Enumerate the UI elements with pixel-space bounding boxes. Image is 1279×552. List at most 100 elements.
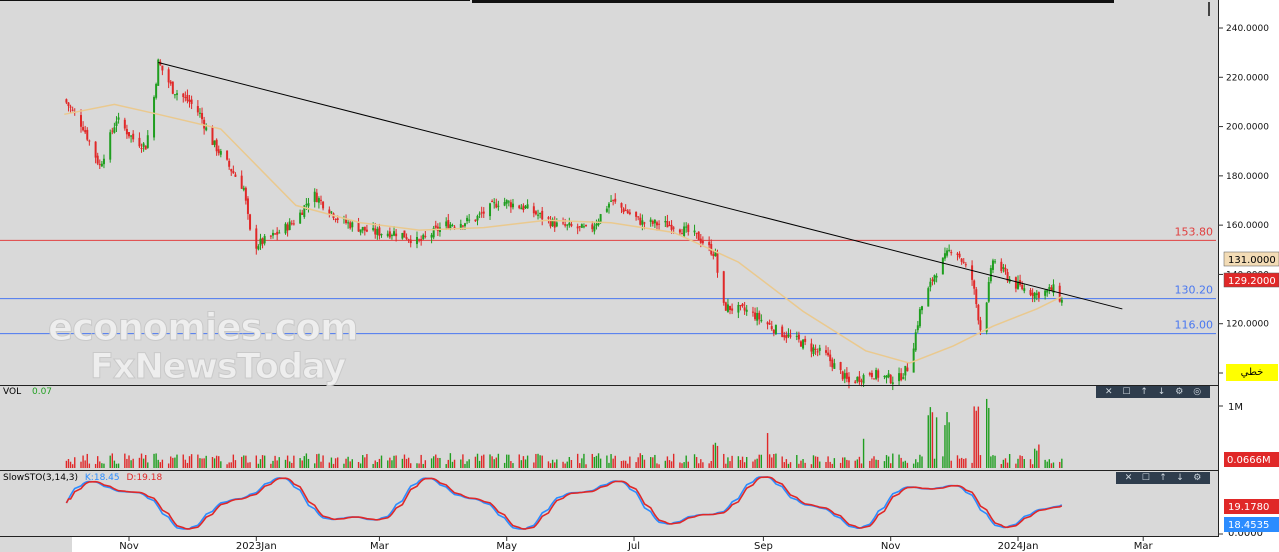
candle-body[interactable] — [259, 238, 262, 246]
candle-body[interactable] — [1021, 284, 1024, 290]
candle-body[interactable] — [263, 236, 266, 244]
candle-body[interactable] — [219, 151, 222, 155]
candle-body[interactable] — [380, 234, 383, 236]
candle-body[interactable] — [804, 338, 807, 342]
candle-body[interactable] — [534, 211, 537, 215]
candle-body[interactable] — [724, 302, 727, 311]
candle-body[interactable] — [393, 231, 396, 236]
candle-body[interactable] — [758, 312, 761, 320]
candle-body[interactable] — [887, 373, 890, 378]
candle-body[interactable] — [585, 225, 588, 227]
candle-body[interactable] — [336, 218, 339, 220]
candle-body[interactable] — [284, 223, 287, 234]
candle-body[interactable] — [476, 215, 479, 221]
candle-body[interactable] — [518, 205, 521, 209]
candle-body[interactable] — [257, 246, 260, 250]
candle-body[interactable] — [1017, 281, 1019, 289]
candle-body[interactable] — [246, 198, 249, 214]
candle-body[interactable] — [520, 207, 523, 210]
candle-body[interactable] — [555, 222, 558, 227]
candle-body[interactable] — [946, 250, 949, 256]
candle-body[interactable] — [376, 228, 379, 235]
candle-body[interactable] — [964, 264, 967, 266]
candle-body[interactable] — [240, 175, 243, 189]
candle-body[interactable] — [607, 203, 610, 208]
candle-body[interactable] — [912, 348, 915, 373]
pane-close-icon[interactable]: ✕ — [1124, 473, 1133, 483]
pane-maximize-icon[interactable]: ☐ — [1141, 473, 1150, 483]
candle-body[interactable] — [98, 164, 101, 166]
candle-body[interactable] — [722, 271, 725, 303]
candle-body[interactable] — [96, 155, 99, 164]
candle-body[interactable] — [173, 94, 176, 96]
candle-body[interactable] — [328, 209, 331, 215]
candle-body[interactable] — [1023, 288, 1026, 292]
pane-move-down-icon[interactable]: ↓ — [1176, 473, 1184, 483]
candle-body[interactable] — [169, 81, 172, 84]
candle-body[interactable] — [274, 233, 277, 235]
candle-body[interactable] — [1044, 290, 1047, 296]
candle-body[interactable] — [731, 308, 734, 311]
candle-body[interactable] — [117, 117, 120, 120]
candle-body[interactable] — [201, 113, 204, 120]
candle-body[interactable] — [65, 99, 68, 103]
candle-body[interactable] — [1037, 292, 1040, 298]
candle-body[interactable] — [142, 143, 145, 147]
candle-body[interactable] — [198, 112, 201, 114]
candle-body[interactable] — [743, 307, 746, 311]
candle-body[interactable] — [491, 200, 494, 202]
candle-body[interactable] — [299, 212, 302, 224]
candle-body[interactable] — [522, 205, 525, 210]
candle-body[interactable] — [666, 220, 669, 228]
candle-body[interactable] — [217, 149, 220, 154]
candle-body[interactable] — [432, 227, 435, 238]
candle-body[interactable] — [868, 372, 871, 375]
candle-body[interactable] — [683, 226, 686, 237]
candle-body[interactable] — [810, 343, 813, 352]
candle-body[interactable] — [322, 201, 325, 209]
candle-body[interactable] — [461, 225, 464, 227]
candle-body[interactable] — [507, 201, 510, 203]
candle-body[interactable] — [115, 121, 118, 127]
candle-body[interactable] — [795, 335, 798, 337]
candle-body[interactable] — [69, 106, 72, 108]
candle-body[interactable] — [860, 380, 863, 382]
candle-body[interactable] — [760, 319, 763, 322]
candle-body[interactable] — [80, 115, 83, 127]
candle-body[interactable] — [672, 227, 675, 229]
candle-body[interactable] — [271, 232, 274, 236]
candle-body[interactable] — [269, 235, 272, 237]
candle-body[interactable] — [303, 205, 306, 217]
candle-body[interactable] — [948, 249, 951, 251]
candle-body[interactable] — [474, 219, 477, 222]
candle-body[interactable] — [288, 221, 291, 230]
candle-body[interactable] — [140, 147, 143, 149]
pane-settings-icon[interactable]: ⚙ — [1193, 473, 1202, 483]
candle-body[interactable] — [188, 99, 191, 102]
candle-body[interactable] — [622, 208, 625, 213]
candle-body[interactable] — [234, 174, 237, 177]
candle-body[interactable] — [582, 226, 585, 228]
candle-body[interactable] — [847, 376, 850, 383]
candle-body[interactable] — [276, 231, 279, 235]
candle-body[interactable] — [1046, 289, 1049, 293]
candle-body[interactable] — [739, 305, 742, 307]
candle-body[interactable] — [451, 225, 454, 227]
candle-body[interactable] — [933, 275, 936, 282]
candle-body[interactable] — [802, 339, 805, 349]
candle-body[interactable] — [175, 93, 178, 95]
candle-body[interactable] — [403, 230, 406, 238]
candle-body[interactable] — [658, 223, 661, 225]
candle-body[interactable] — [167, 69, 170, 83]
candle-body[interactable] — [407, 239, 410, 241]
candle-body[interactable] — [196, 106, 199, 113]
candle-body[interactable] — [1060, 299, 1063, 303]
candle-body[interactable] — [509, 202, 512, 208]
candle-body[interactable] — [88, 140, 91, 142]
candle-body[interactable] — [605, 208, 608, 212]
candle-body[interactable] — [138, 137, 141, 147]
candle-body[interactable] — [286, 224, 289, 231]
candle-body[interactable] — [405, 237, 408, 240]
candle-body[interactable] — [347, 222, 350, 224]
